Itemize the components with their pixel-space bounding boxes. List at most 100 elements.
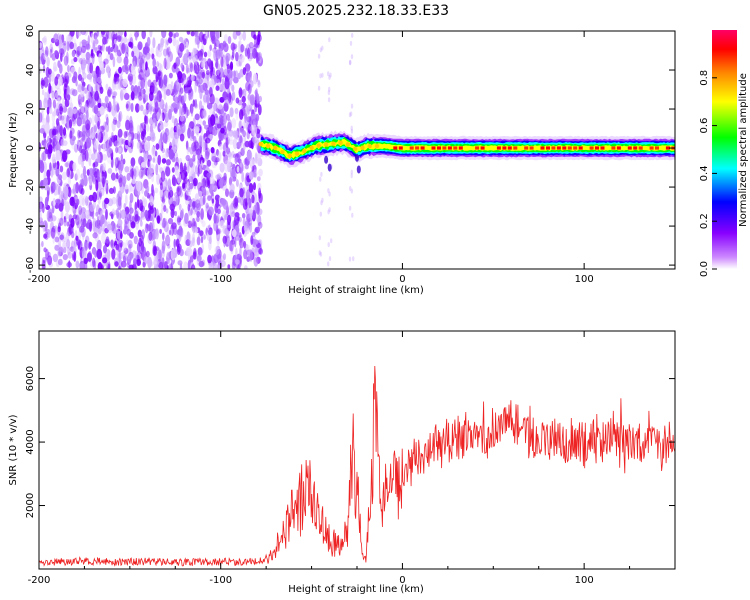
noise-speckle xyxy=(198,164,203,174)
noise-speckle xyxy=(103,142,106,152)
noise-speckle xyxy=(202,60,205,67)
noise-speckle xyxy=(141,162,146,168)
noise-speckle xyxy=(108,31,112,40)
noise-speckle xyxy=(227,64,230,74)
y-tick-label: 20 xyxy=(25,103,36,116)
noise-speckle xyxy=(164,221,169,232)
noise-speckle xyxy=(205,150,209,162)
noise-speckle xyxy=(111,213,114,219)
noise-speckle xyxy=(93,125,97,132)
noise-speckle xyxy=(150,196,154,207)
noise-speckle xyxy=(73,71,77,81)
noise-speckle xyxy=(218,104,223,110)
noise-speckle xyxy=(258,248,263,255)
noise-speckle xyxy=(117,219,122,226)
noise-speckle xyxy=(58,186,61,195)
noise-speckle xyxy=(99,106,104,115)
noise-speckle xyxy=(168,38,172,44)
noise-speckle xyxy=(65,213,69,219)
noise-speckle xyxy=(214,246,219,255)
noise-speckle xyxy=(72,50,76,57)
noise-speckle xyxy=(190,93,193,100)
signal-dot xyxy=(309,146,313,150)
noise-speckle xyxy=(70,109,73,117)
noise-speckle xyxy=(250,235,253,245)
noise-speckle xyxy=(76,239,81,246)
noise-speckle xyxy=(202,158,205,164)
noise-speckle xyxy=(117,212,121,220)
noise-speckle xyxy=(198,69,202,79)
noise-speckle xyxy=(209,45,212,51)
signal-core xyxy=(399,146,403,149)
noise-speckle xyxy=(207,255,212,264)
noise-speckle xyxy=(163,132,168,143)
noise-speckle xyxy=(200,208,204,220)
noise-speckle xyxy=(190,215,193,224)
noise-speckle xyxy=(51,186,54,194)
noise-speckle xyxy=(149,105,152,114)
noise-speckle xyxy=(144,190,148,197)
noise-speckle xyxy=(178,230,181,242)
noise-speckle xyxy=(106,65,110,74)
signal-core xyxy=(475,146,479,149)
faint-streak xyxy=(350,41,352,46)
noise-speckle xyxy=(235,259,240,264)
noise-speckle xyxy=(211,79,215,89)
noise-speckle xyxy=(258,193,262,204)
noise-speckle xyxy=(41,152,44,161)
faint-streak xyxy=(321,46,323,51)
noise-speckle xyxy=(207,50,211,57)
noise-speckle xyxy=(57,134,61,140)
faint-streak xyxy=(351,126,353,131)
noise-speckle xyxy=(253,34,256,40)
noise-speckle xyxy=(85,150,89,162)
noise-speckle xyxy=(256,205,260,215)
signal-core xyxy=(573,146,577,149)
noise-speckle xyxy=(133,61,136,70)
noise-speckle xyxy=(108,148,112,154)
noise-speckle xyxy=(243,31,247,41)
noise-speckle xyxy=(254,257,259,267)
noise-speckle xyxy=(129,183,132,193)
faint-streak xyxy=(328,207,330,212)
noise-speckle xyxy=(248,125,251,132)
noise-speckle xyxy=(121,88,126,94)
noise-speckle xyxy=(186,195,191,201)
y-tick-label: -60 xyxy=(25,257,36,273)
noise-speckle xyxy=(99,84,102,90)
noise-speckle xyxy=(76,50,80,57)
noise-speckle xyxy=(110,53,114,60)
noise-speckle xyxy=(106,251,110,261)
noise-speckle xyxy=(163,74,167,85)
noise-speckle xyxy=(177,95,182,104)
noise-speckle xyxy=(105,209,108,220)
noise-speckle xyxy=(48,215,53,221)
noise-speckle xyxy=(196,211,200,218)
noise-speckle xyxy=(124,31,127,37)
noise-speckle xyxy=(115,81,119,90)
noise-speckle xyxy=(227,238,230,246)
noise-speckle xyxy=(137,86,140,94)
noise-speckle xyxy=(220,56,223,67)
noise-speckle xyxy=(187,165,190,174)
noise-speckle xyxy=(170,262,172,273)
noise-speckle xyxy=(92,232,97,238)
noise-speckle xyxy=(203,196,205,205)
noise-speckle xyxy=(239,188,244,198)
noise-speckle xyxy=(200,126,203,136)
signal-core xyxy=(432,146,436,149)
noise-speckle xyxy=(239,238,244,249)
spectrogram-xlabel: Height of straight line (km) xyxy=(288,285,424,296)
signal-core xyxy=(410,146,414,149)
faint-streak xyxy=(349,257,351,262)
noise-speckle xyxy=(200,85,205,93)
faint-streak xyxy=(349,186,351,191)
noise-speckle xyxy=(259,96,262,102)
noise-speckle xyxy=(249,42,254,48)
noise-speckle xyxy=(101,26,105,37)
noise-speckle xyxy=(237,166,240,173)
noise-speckle xyxy=(208,207,214,216)
faint-streak xyxy=(329,256,331,261)
noise-speckle xyxy=(59,39,62,44)
noise-speckle xyxy=(165,235,170,246)
